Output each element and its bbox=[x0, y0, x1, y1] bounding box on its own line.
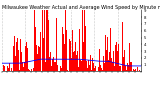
Text: Milwaukee Weather Actual and Average Wind Speed by Minute mph (Last 24 Hours): Milwaukee Weather Actual and Average Win… bbox=[2, 5, 160, 10]
